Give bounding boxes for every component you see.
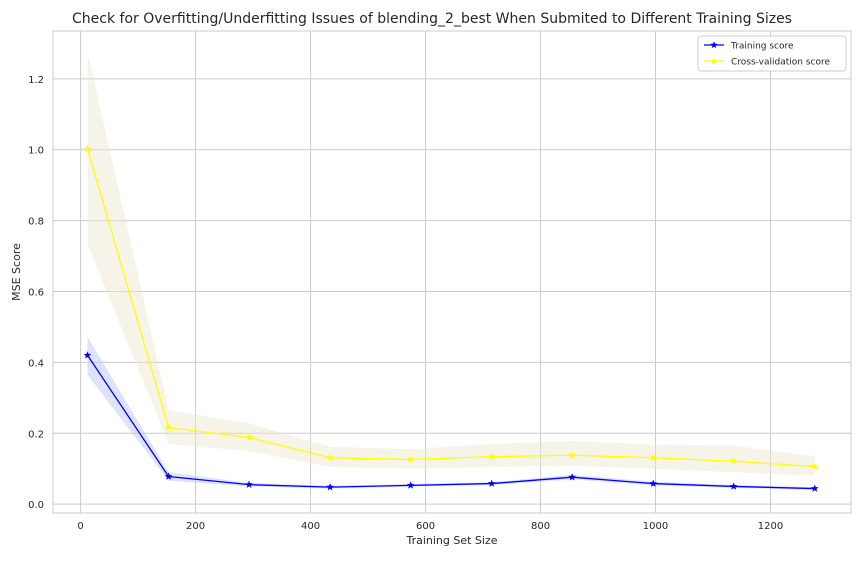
data-point-marker [487, 479, 496, 487]
series-line-1 [86, 148, 815, 468]
data-point-marker [326, 453, 335, 462]
data-point-marker [649, 453, 658, 462]
data-point-marker [164, 423, 173, 431]
grid-lines [53, 31, 851, 513]
data-point-marker [810, 484, 819, 492]
data-point-marker [83, 351, 92, 359]
y-tick-label: 1.2 [28, 75, 44, 86]
data-point-marker [406, 481, 415, 489]
x-tick-label: 800 [531, 521, 550, 532]
series-markers [83, 144, 819, 492]
data-point-marker [164, 472, 173, 480]
x-axis-label: Training Set Size [405, 534, 497, 547]
data-point-marker [245, 480, 254, 489]
plot-area [53, 31, 851, 513]
y-tick-label: 0.8 [28, 217, 44, 228]
data-point-marker [487, 452, 496, 461]
legend-box [697, 35, 847, 72]
y-tick-label: 0.2 [28, 429, 44, 440]
data-point-marker [810, 462, 819, 470]
chart-title: Check for Overfitting/Underfitting Issue… [72, 11, 792, 27]
legend-marker-1 [710, 57, 718, 65]
y-tick-label: 0.0 [28, 500, 44, 511]
data-point-marker [83, 144, 92, 153]
x-tick-labels: 0 200 400 600 800 1000 1200 [77, 521, 783, 532]
x-tick-label: 200 [186, 521, 205, 532]
data-point-marker [649, 479, 658, 487]
y-tick-label: 1.0 [28, 146, 44, 157]
y-tick-label: 0.4 [28, 358, 44, 369]
legend-label-1: Cross-validation score [731, 58, 830, 68]
series-line-0 [86, 354, 815, 490]
y-tick-labels: 0.0 0.2 0.4 0.6 0.8 1.0 1.2 [28, 75, 44, 511]
data-point-marker [245, 433, 254, 441]
data-point-marker [326, 482, 335, 491]
data-point-marker [568, 451, 577, 459]
data-point-marker [729, 457, 738, 465]
x-tick-label: 0 [77, 521, 83, 532]
y-tick-label: 0.6 [28, 287, 44, 298]
legend: Training score Cross-validation score [697, 35, 847, 72]
legend-marker-0 [710, 41, 718, 49]
x-tick-label: 600 [416, 521, 435, 532]
data-point-marker [406, 455, 415, 463]
plot-frame [52, 30, 852, 514]
y-axis-label: MSE Score [10, 243, 23, 301]
series-lines [86, 148, 815, 490]
x-tick-label: 1000 [643, 521, 668, 532]
x-tick-label: 400 [301, 521, 320, 532]
x-tick-label: 1200 [758, 521, 783, 532]
data-point-marker [568, 473, 577, 481]
legend-label-0: Training score [730, 42, 794, 52]
data-point-marker [729, 482, 738, 490]
